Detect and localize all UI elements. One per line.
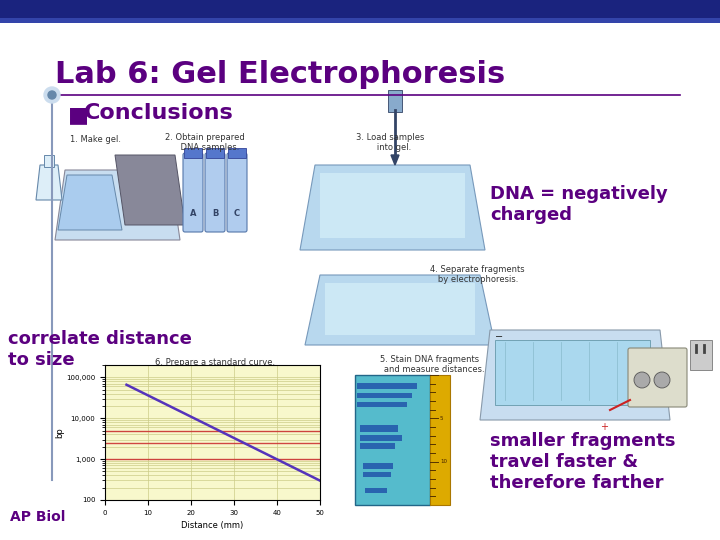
- Bar: [360, 443, 395, 449]
- Bar: [44, 155, 54, 167]
- Bar: [357, 393, 412, 398]
- Text: ■: ■: [68, 105, 89, 125]
- Bar: [360, 435, 402, 441]
- Polygon shape: [480, 330, 670, 420]
- Bar: [360, 425, 398, 432]
- Circle shape: [654, 372, 670, 388]
- X-axis label: Distance (mm): Distance (mm): [181, 521, 243, 530]
- Bar: [357, 383, 417, 389]
- FancyBboxPatch shape: [628, 348, 687, 407]
- Bar: [388, 90, 402, 112]
- Bar: [430, 375, 450, 505]
- Polygon shape: [115, 155, 185, 225]
- Bar: [365, 488, 387, 493]
- Text: Conclusions: Conclusions: [84, 103, 234, 123]
- Bar: [357, 402, 407, 407]
- Bar: [206, 148, 224, 158]
- Bar: [363, 472, 391, 477]
- Polygon shape: [36, 165, 62, 200]
- Polygon shape: [58, 175, 122, 230]
- Bar: [320, 173, 465, 238]
- Bar: [0, 18, 720, 23]
- Text: correlate distance
to size: correlate distance to size: [8, 330, 192, 369]
- Text: 10: 10: [440, 459, 447, 464]
- Text: −: −: [495, 332, 503, 342]
- Polygon shape: [55, 170, 180, 240]
- Text: 5: 5: [440, 416, 444, 421]
- Circle shape: [44, 87, 60, 103]
- FancyBboxPatch shape: [205, 153, 225, 232]
- Text: B: B: [212, 209, 218, 218]
- Bar: [325, 283, 475, 335]
- Text: Lab 6: Gel Electrophoresis: Lab 6: Gel Electrophoresis: [55, 60, 505, 89]
- Text: 2. Obtain prepared
    DNA samples.: 2. Obtain prepared DNA samples.: [165, 133, 245, 152]
- Polygon shape: [300, 165, 485, 250]
- Text: C: C: [234, 209, 240, 218]
- Text: 4. Separate fragments
   by electrophoresis.: 4. Separate fragments by electrophoresis…: [430, 265, 525, 285]
- Circle shape: [48, 91, 56, 99]
- Bar: [355, 375, 430, 505]
- Y-axis label: bp: bp: [55, 427, 65, 438]
- Text: 5. Stain DNA fragments
   and measure distances.: 5. Stain DNA fragments and measure dista…: [376, 355, 485, 374]
- FancyBboxPatch shape: [227, 153, 247, 232]
- Text: DNA = negatively
charged: DNA = negatively charged: [490, 185, 667, 224]
- Bar: [184, 148, 202, 158]
- Text: smaller fragments
travel faster &
therefore farther: smaller fragments travel faster & theref…: [490, 432, 675, 491]
- Text: 1. Make gel.: 1. Make gel.: [70, 135, 121, 144]
- Text: +: +: [600, 422, 608, 432]
- Text: A: A: [190, 209, 197, 218]
- Bar: [0, 0, 720, 18]
- Text: AP Biol: AP Biol: [10, 510, 66, 524]
- Text: 6. Prepare a standard curve.
   Determine fragment sizes.: 6. Prepare a standard curve. Determine f…: [155, 358, 275, 377]
- Bar: [495, 340, 650, 405]
- Bar: [690, 340, 712, 370]
- Circle shape: [634, 372, 650, 388]
- FancyBboxPatch shape: [183, 153, 203, 232]
- Bar: [228, 148, 246, 158]
- Polygon shape: [305, 275, 495, 345]
- Text: 3. Load samples
   into gel.: 3. Load samples into gel.: [356, 133, 424, 152]
- Polygon shape: [391, 155, 399, 165]
- Bar: [363, 463, 393, 469]
